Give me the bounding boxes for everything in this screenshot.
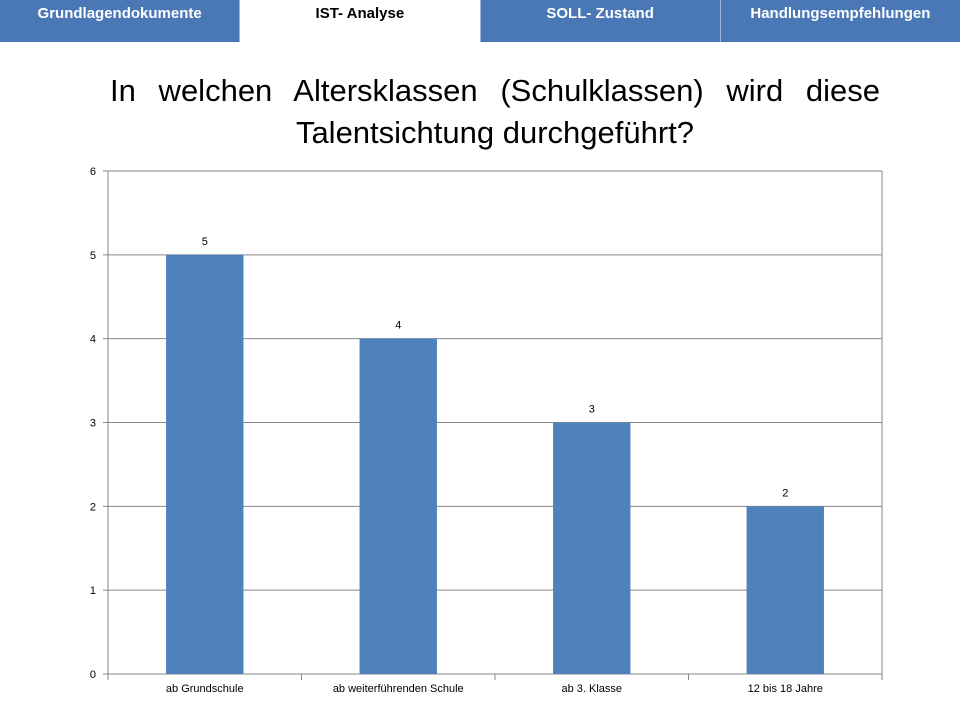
y-tick-label: 0	[90, 669, 96, 681]
y-tick-label: 5	[90, 250, 96, 262]
tab-grundlagendokumente[interactable]: Grundlagendokumente	[0, 0, 241, 42]
tab-bar: Grundlagendokumente IST- Analyse SOLL- Z…	[0, 0, 960, 42]
tab-handlungsempfehlungen[interactable]: Handlungsempfehlungen	[720, 0, 960, 42]
x-category-label: ab 3. Klasse	[561, 683, 622, 695]
data-label: 2	[782, 487, 788, 499]
data-label: 3	[589, 404, 595, 416]
bar	[746, 506, 824, 674]
bar-chart: 0 1 2 3 4 5 6 5 ab Grundschule 4 ab weiterführende…	[90, 166, 883, 695]
y-tick-label: 1	[90, 585, 96, 597]
y-tick-label: 6	[90, 166, 96, 178]
y-tick-label: 4	[90, 334, 96, 346]
x-category-label: 12 bis 18 Jahre	[748, 683, 823, 695]
tab-ist-analyse[interactable]: IST- Analyse	[240, 0, 481, 42]
tab-soll-zustand[interactable]: SOLL- Zustand	[480, 0, 721, 42]
bar	[166, 254, 244, 674]
x-category-label: ab Grundschule	[166, 683, 244, 695]
bar	[359, 338, 437, 674]
x-category-label: ab weiterführenden Schule	[333, 683, 464, 695]
bar-chart-container: 0 1 2 3 4 5 6 5 ab Grundschule 4 ab weiterführende…	[0, 155, 960, 715]
data-label: 5	[202, 236, 208, 248]
slide-title: In welchen Altersklassen (Schulklassen) …	[110, 73, 880, 150]
y-tick-label: 3	[90, 418, 96, 430]
data-label: 4	[395, 320, 401, 332]
y-tick-label: 2	[90, 501, 96, 513]
bar	[553, 422, 631, 674]
